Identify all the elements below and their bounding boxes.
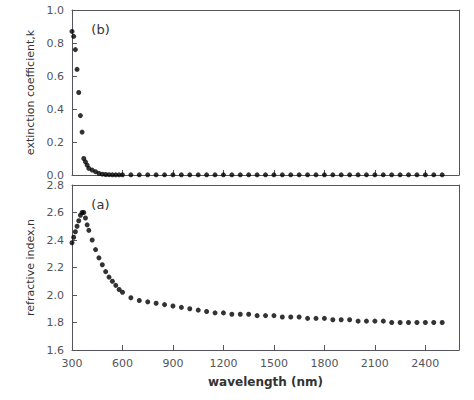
svg-text:600: 600 — [112, 357, 133, 370]
svg-text:2400: 2400 — [411, 357, 439, 370]
svg-text:2.2: 2.2 — [47, 261, 65, 274]
svg-text:0.2: 0.2 — [47, 136, 65, 149]
svg-text:0.6: 0.6 — [47, 70, 65, 83]
svg-text:0.0: 0.0 — [46, 168, 64, 182]
svg-text:extinction coefficient,k: extinction coefficient,k — [24, 29, 37, 155]
svg-text:1200: 1200 — [209, 357, 237, 370]
svg-text:2.8: 2.8 — [47, 179, 65, 192]
svg-text:300: 300 — [62, 357, 83, 370]
svg-text:refractive index,n: refractive index,n — [24, 219, 37, 316]
svg-text:2.4: 2.4 — [47, 234, 65, 247]
svg-text:0.8: 0.8 — [47, 37, 65, 50]
svg-text:2.6: 2.6 — [47, 206, 65, 219]
svg-text:2100: 2100 — [361, 357, 389, 370]
svg-text:(b): (b) — [91, 22, 109, 37]
svg-text:2.0: 2.0 — [47, 289, 65, 302]
svg-text:1.6: 1.6 — [47, 344, 65, 357]
svg-text:900: 900 — [162, 357, 183, 370]
svg-text:1.8: 1.8 — [47, 316, 65, 329]
svg-text:0.4: 0.4 — [47, 103, 65, 116]
svg-text:1500: 1500 — [260, 357, 288, 370]
svg-text:1.0: 1.0 — [47, 4, 65, 17]
svg-text:1800: 1800 — [310, 357, 338, 370]
svg-text:(a): (a) — [91, 197, 109, 212]
svg-text:wavelength (nm): wavelength (nm) — [208, 375, 323, 389]
